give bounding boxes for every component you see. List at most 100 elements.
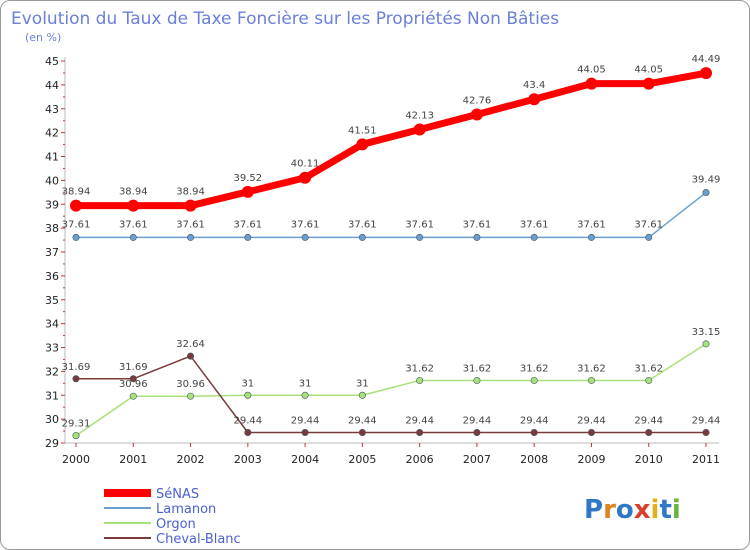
data-label: 37.61 [577, 219, 606, 230]
y-tick-label: 32 [45, 365, 59, 378]
y-tick-label: 39 [45, 198, 59, 211]
data-point [301, 391, 309, 399]
y-tick-label: 43 [45, 103, 59, 116]
data-point [244, 428, 252, 436]
data-point [72, 375, 80, 383]
data-point [702, 428, 710, 436]
series-s-nas: 38.94 38.94 38.94 39.52 40.11 41.51 42.13 42.76… [62, 54, 720, 212]
data-point [702, 340, 710, 348]
data-label: 37.61 [520, 219, 549, 230]
data-point [587, 428, 595, 436]
data-point [187, 352, 195, 360]
data-label: 37.61 [634, 219, 663, 230]
proxiti-logo: Proxiti [584, 495, 681, 525]
data-label: 31.69 [119, 362, 148, 373]
data-point [587, 233, 595, 241]
chart-subtitle: (en %) [25, 31, 61, 44]
data-point [129, 392, 137, 400]
data-point [241, 185, 254, 198]
y-tick-label: 33 [45, 342, 59, 355]
data-label: 42.13 [405, 111, 434, 122]
data-point [473, 233, 481, 241]
data-label: 29.44 [577, 415, 606, 426]
data-label: 31 [241, 378, 254, 389]
data-label: 37.61 [463, 219, 492, 230]
data-label: 31.62 [463, 363, 492, 374]
data-label: 29.44 [463, 415, 492, 426]
x-tick-label: 2011 [692, 453, 720, 466]
legend-label: Lamanon [156, 502, 216, 517]
data-point [645, 428, 653, 436]
logo-letter: P [584, 495, 603, 525]
data-point [301, 233, 309, 241]
data-label: 38.94 [62, 187, 91, 198]
data-label: 44.05 [577, 65, 606, 76]
data-label: 32.64 [176, 339, 205, 350]
data-label: 30.96 [119, 379, 148, 390]
x-tick-label: 2000 [62, 453, 90, 466]
data-point [358, 391, 366, 399]
logo-letter: r [603, 495, 616, 525]
axes: 29 30 31 32 33 34 35 36 37 38 39 40 41 42 43 44 45 2000 20… [45, 55, 720, 466]
series-lamanon: 37.61 37.61 37.61 37.61 37.61 37.61 37.61 37.61… [62, 175, 720, 241]
data-point [358, 233, 366, 241]
data-point [645, 233, 653, 241]
data-label: 29.44 [233, 415, 262, 426]
series-cheval-blanc: 31.69 31.69 32.64 29.44 29.44 29.44 29.44 29.44… [62, 339, 721, 436]
data-point [473, 428, 481, 436]
data-label: 31.62 [577, 363, 606, 374]
data-point [187, 392, 195, 400]
data-label: 29.44 [634, 415, 663, 426]
data-label: 31.62 [520, 363, 549, 374]
x-tick-label: 2005 [348, 453, 376, 466]
x-tick-label: 2010 [635, 453, 663, 466]
data-label: 41.51 [348, 125, 377, 136]
data-label: 37.61 [348, 219, 377, 230]
data-point [645, 376, 653, 384]
data-point [530, 428, 538, 436]
data-label: 31.62 [634, 363, 663, 374]
y-tick-label: 45 [45, 55, 59, 68]
x-tick-label: 2002 [177, 453, 205, 466]
data-label: 37.61 [119, 219, 148, 230]
data-label: 31.62 [405, 363, 434, 374]
data-label: 29.44 [348, 415, 377, 426]
y-tick-label: 34 [45, 318, 59, 331]
data-label: 37.61 [291, 219, 320, 230]
data-label: 31 [299, 378, 312, 389]
data-label: 31.69 [62, 362, 91, 373]
data-label: 37.61 [233, 219, 262, 230]
series-line [72, 69, 710, 210]
x-tick-label: 2009 [577, 453, 605, 466]
logo-letter: i [672, 495, 681, 525]
data-label: 38.94 [119, 187, 148, 198]
y-tick-label: 30 [45, 413, 59, 426]
data-point [528, 93, 541, 106]
logo-letter: o [616, 495, 634, 525]
y-tick-label: 40 [45, 174, 59, 187]
data-point [127, 199, 140, 212]
data-point [244, 233, 252, 241]
logo-letter: i [651, 495, 660, 525]
data-label: 40.11 [291, 159, 320, 170]
data-point [184, 199, 197, 212]
data-point [700, 67, 712, 80]
data-point [72, 233, 80, 241]
series-layer: 38.94 38.94 38.94 39.52 40.11 41.51 42.13 42.76… [62, 54, 721, 440]
legend-label: SéNAS [156, 487, 199, 502]
data-label: 37.61 [176, 219, 205, 230]
data-label: 29.44 [692, 415, 721, 426]
y-tick-label: 41 [45, 151, 59, 164]
data-point [470, 108, 483, 121]
data-point [702, 189, 710, 197]
data-label: 43.4 [523, 80, 545, 91]
y-tick-label: 38 [45, 222, 59, 235]
data-point [416, 428, 424, 436]
data-point [416, 233, 424, 241]
data-point [129, 375, 137, 383]
data-point [530, 376, 538, 384]
series-line [75, 191, 707, 239]
